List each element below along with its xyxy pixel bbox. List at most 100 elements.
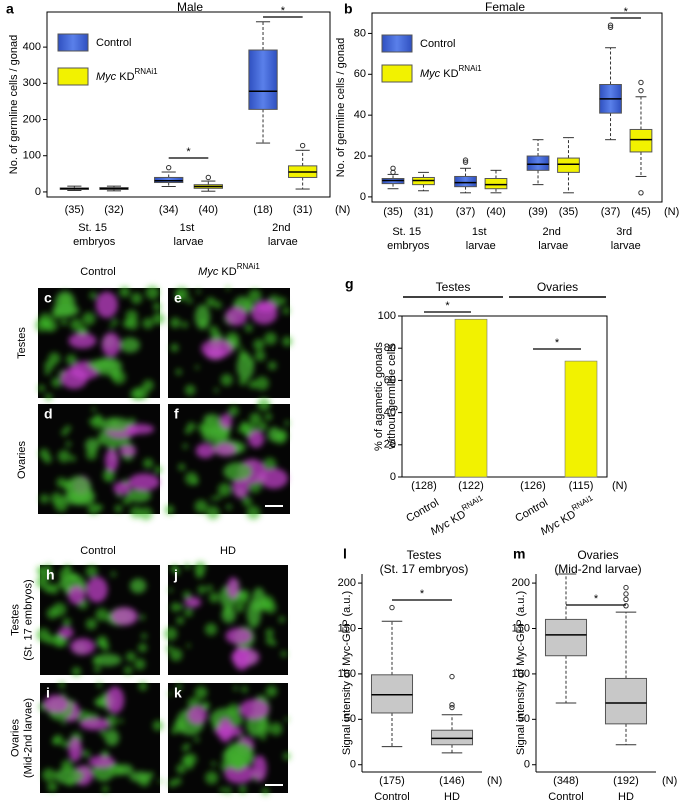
signal (224, 764, 255, 784)
n-count: (35) (383, 206, 403, 218)
signal (221, 607, 236, 624)
signal (206, 505, 220, 520)
micrograph (39, 681, 164, 793)
signal (118, 718, 124, 724)
signal (205, 771, 219, 785)
signal (169, 648, 183, 662)
n-count: (40) (486, 206, 506, 218)
outlier (623, 584, 629, 591)
signal (157, 779, 163, 784)
x-category-label: 2nd larvae (268, 222, 298, 248)
signal (236, 353, 254, 381)
signal (87, 503, 100, 515)
x-category-label: Control (404, 497, 441, 525)
signal (195, 443, 215, 459)
signal (217, 482, 232, 497)
signal (168, 691, 173, 696)
signal (263, 457, 277, 471)
panel-letter: m (513, 546, 525, 562)
signal (113, 481, 131, 495)
signal (267, 427, 281, 442)
signal (123, 666, 133, 675)
signal (257, 397, 271, 411)
signal (95, 291, 118, 318)
signal (204, 623, 218, 636)
y-tick-label: 60 (384, 374, 396, 386)
y-tick-label: 60 (354, 68, 366, 80)
signal (125, 651, 136, 662)
n-count: (115) (569, 480, 594, 492)
image-content (35, 285, 165, 401)
signal (206, 585, 213, 592)
signal (283, 752, 291, 760)
signal (237, 427, 244, 433)
signal (54, 290, 76, 317)
signal (264, 413, 273, 421)
signal (166, 645, 173, 652)
signal (46, 320, 58, 332)
panel-letter: g (345, 276, 354, 292)
y-axis-label: No. of germline cells / gonad (8, 35, 20, 174)
signal (181, 745, 189, 752)
plot-frame (46, 11, 331, 198)
signal (181, 321, 189, 329)
signal (220, 373, 233, 386)
y-tick-label: 300 (23, 77, 41, 89)
bar (564, 360, 598, 478)
image-content (168, 683, 291, 796)
signal (168, 587, 173, 593)
signal (241, 686, 248, 693)
signal (102, 469, 116, 482)
signal (95, 608, 109, 621)
signal (152, 720, 164, 731)
micrograph (36, 563, 160, 677)
signal (203, 413, 221, 425)
signal (238, 785, 247, 794)
signal (164, 627, 178, 641)
signal (134, 658, 146, 670)
signal (278, 616, 286, 623)
column-header: Control (80, 545, 115, 557)
signal (249, 412, 262, 425)
n-label: (N) (664, 206, 679, 218)
n-count: (34) (159, 204, 179, 216)
n-count: (18) (253, 204, 273, 216)
signal (91, 416, 104, 429)
signal (164, 505, 175, 515)
row-label: Testes (16, 327, 28, 359)
signal (284, 420, 290, 426)
signal (105, 686, 125, 714)
signal (195, 569, 205, 579)
signal (169, 317, 181, 329)
x-category-label: 1st larvae (466, 226, 496, 252)
signal (82, 749, 91, 758)
outlier (623, 591, 629, 597)
x-category-label: HD (444, 791, 460, 803)
y-tick-label: 80 (384, 342, 396, 354)
n-count: (31) (293, 204, 313, 216)
outlier (299, 142, 306, 149)
signal (227, 577, 240, 599)
signal (246, 505, 261, 520)
signal (129, 771, 151, 783)
signal (69, 455, 76, 462)
x-category-label: 3rd larvae (611, 226, 641, 252)
signal (85, 565, 98, 578)
outlier (205, 174, 212, 181)
significance-label: * (624, 6, 629, 18)
signal (197, 585, 207, 595)
signal (54, 768, 84, 785)
n-count: (175) (379, 775, 405, 787)
x-category-label: 1st larvae (174, 222, 204, 248)
signal (228, 405, 239, 417)
n-label: (N) (335, 204, 350, 216)
column-header: Control (80, 266, 115, 278)
n-count: (348) (553, 775, 579, 787)
signal (259, 468, 288, 489)
signal (141, 633, 148, 640)
signal (119, 286, 131, 298)
signal (87, 359, 118, 370)
signal (231, 752, 245, 771)
signal (85, 438, 100, 453)
signal (120, 337, 141, 353)
